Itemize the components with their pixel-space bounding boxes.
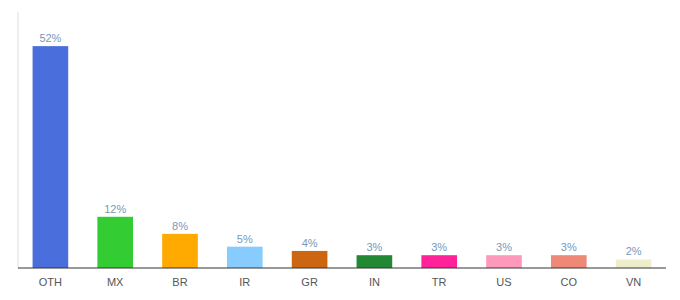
data-label: 52% [39, 32, 61, 44]
y-axis-line [18, 12, 19, 268]
bar [97, 217, 133, 268]
bar [33, 46, 69, 268]
x-tick-label: OTH [39, 276, 62, 288]
data-label: 12% [104, 203, 126, 215]
x-tick-label: TR [432, 276, 447, 288]
x-axis-line [18, 268, 666, 269]
data-label: 3% [561, 241, 577, 253]
chart-container: 52% 12% 8% 5% 4% 3% 3% 3% 3% 2% OTH MX BR IR GR IN TR US C… [0, 0, 680, 300]
x-tick-label: VN [626, 276, 641, 288]
x-tick-label: BR [172, 276, 187, 288]
bar [357, 255, 393, 268]
data-label: 3% [366, 241, 382, 253]
data-label: 8% [172, 220, 188, 232]
data-label: 3% [431, 241, 447, 253]
bar [616, 259, 652, 268]
background [0, 0, 680, 300]
data-label: 2% [626, 245, 642, 257]
x-tick-label: IN [369, 276, 380, 288]
bar [162, 234, 198, 268]
x-tick-label: GR [301, 276, 318, 288]
data-labels: 52% 12% 8% 5% 4% 3% 3% 3% 3% 2% [39, 32, 641, 257]
bars [33, 46, 652, 268]
data-label: 3% [496, 241, 512, 253]
bar [292, 251, 328, 268]
bar [421, 255, 457, 268]
chart-svg: 52% 12% 8% 5% 4% 3% 3% 3% 3% 2% OTH MX BR IR GR IN TR US C… [0, 0, 680, 300]
x-tick-label: CO [561, 276, 578, 288]
bar [486, 255, 522, 268]
x-tick-label: US [496, 276, 511, 288]
data-label: 5% [237, 233, 253, 245]
bar [227, 247, 263, 268]
bar [551, 255, 587, 268]
data-label: 4% [302, 237, 318, 249]
x-tick-label: IR [239, 276, 250, 288]
x-tick-label: MX [107, 276, 124, 288]
x-tick-labels: OTH MX BR IR GR IN TR US CO VN [39, 276, 642, 288]
